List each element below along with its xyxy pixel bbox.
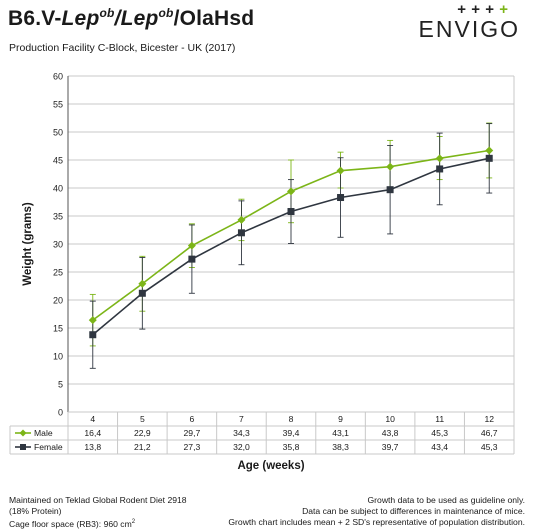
data-label-male: 16,4 <box>84 428 101 438</box>
chart-grid <box>67 75 515 413</box>
footer-disclaimer: Growth data to be used as guideline only… <box>228 495 525 528</box>
logo-plus-3: + <box>485 1 494 18</box>
x-tick-label: 10 <box>385 414 395 424</box>
data-label-male: 43,8 <box>382 428 399 438</box>
y-tick-label: 30 <box>53 240 63 250</box>
data-label-male: 34,3 <box>233 428 250 438</box>
page-title: B6.V-Lepob/Lepob/OlaHsd <box>8 6 254 31</box>
data-point-female <box>89 331 97 339</box>
data-label-female: 21,2 <box>134 442 151 452</box>
series-markers <box>88 146 494 339</box>
y-tick-label: 40 <box>53 184 63 194</box>
data-point-male <box>138 279 147 288</box>
data-point-male <box>386 162 395 171</box>
data-point-female <box>485 154 493 162</box>
data-label-female: 35,8 <box>283 442 300 452</box>
y-tick-label: 50 <box>53 128 63 138</box>
logo-plus-4: + <box>499 1 508 18</box>
title-allele-1: ob <box>99 6 115 20</box>
data-point-female <box>287 208 295 216</box>
y-tick-label: 10 <box>53 352 63 362</box>
footer-cage-sup: 2 <box>131 519 136 525</box>
y-tick-label: 25 <box>53 268 63 278</box>
data-label-male: 45,3 <box>431 428 448 438</box>
legend-marker-male <box>19 429 27 437</box>
x-tick-label: 7 <box>239 414 244 424</box>
y-tick-labels: 0 5 10 15 20 25 30 35 40 45 50 55 60 <box>53 72 63 418</box>
data-label-female: 43,4 <box>431 442 448 452</box>
x-tick-label: 6 <box>189 414 194 424</box>
data-label-female: 39,7 <box>382 442 399 452</box>
y-tick-label: 35 <box>53 212 63 222</box>
x-tick-label: 4 <box>90 414 95 424</box>
data-label-male: 43,1 <box>332 428 349 438</box>
envigo-logo: + + + + ENVIGO <box>400 2 520 46</box>
footer-cage-line: Cage floor space (RB3): 960 cm2 <box>9 517 187 530</box>
data-point-male <box>435 154 444 163</box>
data-label-female: 45,3 <box>481 442 498 452</box>
title-allele-2: ob <box>158 6 174 20</box>
title-prefix: B6.V- <box>8 7 62 30</box>
footer-maintenance-line: Data can be subject to differences in ma… <box>302 506 525 516</box>
page-subtitle: Production Facility C-Block, Bicester - … <box>9 42 236 54</box>
y-axis-label: Weight (grams) <box>22 202 34 286</box>
x-tick-label: 5 <box>140 414 145 424</box>
data-point-male <box>485 146 494 155</box>
title-suffix: /OlaHsd <box>173 7 255 30</box>
data-point-male <box>237 215 246 224</box>
data-table: 4 5 6 7 8 9 10 11 12 Male 16,4 22,9 29,7 34,3 39,4 43,1… <box>9 411 515 455</box>
y-tick-label: 5 <box>58 380 63 390</box>
data-point-female <box>188 255 196 263</box>
x-tick-label: 12 <box>484 414 494 424</box>
data-point-male <box>336 166 345 175</box>
footer-diet-line: Maintained on Teklad Global Rodent Diet … <box>9 495 187 505</box>
data-label-female: 38,3 <box>332 442 349 452</box>
x-tick-label: 11 <box>435 414 444 424</box>
data-point-female <box>386 186 394 194</box>
data-point-female <box>138 289 146 297</box>
legend-marker-female <box>20 444 26 450</box>
x-tick-label: 8 <box>289 414 294 424</box>
data-point-male <box>287 187 295 196</box>
footer-sd-line: Growth chart includes mean + 2 SD's repr… <box>228 517 525 527</box>
y-tick-label: 15 <box>53 324 63 334</box>
data-point-female <box>436 165 444 173</box>
data-label-male: 39,4 <box>283 428 300 438</box>
data-label-male: 46,7 <box>481 428 498 438</box>
data-label-female: 32,0 <box>233 442 250 452</box>
title-gene-1: Lep <box>61 7 100 30</box>
y-tick-label: 20 <box>53 296 63 306</box>
x-axis-label: Age (weeks) <box>237 460 304 472</box>
data-point-male <box>88 316 97 325</box>
logo-plus-2: + <box>471 1 480 18</box>
x-tick-label: 9 <box>338 414 343 424</box>
legend-label-male: Male <box>34 428 53 438</box>
logo-plus-1: + <box>457 1 466 18</box>
footer-guideline-line: Growth data to be used as guideline only… <box>367 495 526 505</box>
footer-cage-text: Cage floor space (RB3): 960 cm <box>9 518 132 529</box>
y-tick-label: 55 <box>53 100 63 110</box>
data-label-male: 22,9 <box>134 428 151 438</box>
data-point-male <box>187 241 196 250</box>
data-point-female <box>337 194 345 202</box>
logo-wordmark: ENVIGO <box>418 16 520 42</box>
data-label-male: 29,7 <box>184 428 201 438</box>
y-tick-label: 0 <box>58 408 63 418</box>
title-slash: / <box>114 7 121 30</box>
y-tick-label: 60 <box>53 72 63 82</box>
data-point-female <box>237 229 245 237</box>
data-label-female: 27,3 <box>184 442 201 452</box>
data-label-female: 13,8 <box>84 442 101 452</box>
footer-diet-info: Maintained on Teklad Global Rodent Diet … <box>9 495 187 530</box>
footer-protein-line: (18% Protein) <box>9 506 62 516</box>
legend-label-female: Female <box>34 442 63 452</box>
y-tick-label: 45 <box>53 156 63 166</box>
title-gene-2: Lep <box>120 7 159 30</box>
